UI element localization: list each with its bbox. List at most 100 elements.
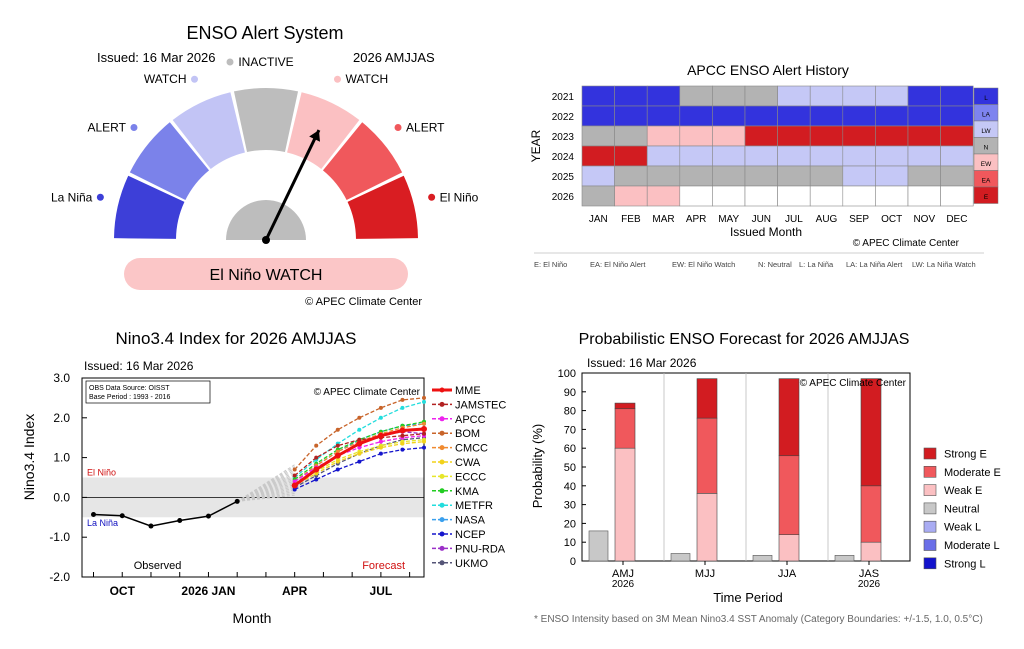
alert-history-chart: APCC ENSO Alert History YEAR 2021 2022 202… xyxy=(529,62,999,269)
plume-legend-label: CMCC xyxy=(455,443,488,455)
history-footnote-item: N: Neutral xyxy=(758,260,792,269)
prob-elnino-bar-segment xyxy=(614,408,636,449)
history-month-label: MAR xyxy=(652,214,674,225)
plume-legend-label: KMA xyxy=(455,486,480,498)
history-xlabel: Issued Month xyxy=(730,225,802,239)
history-cell xyxy=(646,85,681,107)
plume-model-point xyxy=(400,447,405,452)
history-year-label: 2024 xyxy=(552,152,575,163)
prob-ytick: 90 xyxy=(564,387,576,399)
plume-legend-dot xyxy=(439,560,445,566)
prob-period-year: 2026 xyxy=(858,579,881,590)
history-cell xyxy=(712,145,746,167)
plume-model-point xyxy=(378,451,383,456)
gauge-segment-label: El Niño xyxy=(440,190,479,204)
plume-legend-dot xyxy=(439,401,445,407)
gauge-segment-label: WATCH xyxy=(345,72,388,86)
prob-period-label: AMJ xyxy=(612,568,634,580)
gauge-segment xyxy=(347,175,418,239)
gauge-segment xyxy=(322,122,403,200)
history-cell xyxy=(646,185,681,207)
history-cell xyxy=(875,165,909,187)
plume-copyright: © APEC Climate Center xyxy=(314,387,421,398)
plume-legend-label: METFR xyxy=(455,500,493,512)
history-legend-code: N xyxy=(984,145,989,152)
history-cell xyxy=(777,165,811,187)
history-cell xyxy=(842,165,876,187)
plume-model-point xyxy=(378,439,383,444)
plume-source-line: Base Period : 1993 - 2016 xyxy=(89,394,170,401)
plume-ylabel: Nino3.4 Index xyxy=(21,414,37,500)
history-cell xyxy=(614,105,648,127)
gauge-hub xyxy=(226,200,306,240)
history-cell xyxy=(809,105,844,127)
history-cell xyxy=(679,145,713,167)
plume-legend-dot xyxy=(439,459,445,465)
prob-ytick: 40 xyxy=(564,481,576,493)
plume-xlabel: Month xyxy=(233,610,272,626)
prob-legend-swatch xyxy=(923,447,937,460)
history-cell xyxy=(907,185,941,207)
gauge-label-dot xyxy=(394,124,402,132)
history-month-label: JUN xyxy=(752,214,771,225)
history-month-label: JAN xyxy=(589,214,608,225)
plume-ytick: -2.0 xyxy=(49,570,70,584)
history-cell xyxy=(940,125,974,147)
history-year-label: 2021 xyxy=(552,92,575,103)
history-cell xyxy=(875,145,909,167)
gauge-needle xyxy=(264,129,321,241)
prob-elnino-bar-segment xyxy=(778,455,800,535)
plume-model-point xyxy=(399,427,406,434)
plume-model-point xyxy=(291,482,298,489)
plume-model-point xyxy=(378,445,383,450)
plume-observed-point xyxy=(90,512,96,518)
plume-model-point xyxy=(292,487,297,492)
prob-copyright: © APEC Climate Center xyxy=(800,378,907,389)
plume-legend-label: BOM xyxy=(455,428,480,440)
history-cell xyxy=(777,145,811,167)
plume-legend-label: PNU-RDA xyxy=(455,543,506,555)
gauge-label-dot xyxy=(96,193,104,201)
plume-xtick: APR xyxy=(282,584,308,598)
prob-footnote: * ENSO Intensity based on 3M Mean Nino3.… xyxy=(534,614,983,625)
history-cell xyxy=(679,185,713,207)
prob-elnino-bar-segment xyxy=(696,417,718,494)
gauge-label-dot xyxy=(130,124,138,132)
history-cell xyxy=(940,85,974,107)
history-cell xyxy=(614,125,648,147)
prob-neutral-bar xyxy=(670,553,691,562)
gauge-segment-label: ALERT xyxy=(406,121,445,135)
history-footnote-item: LA: La Niña Alert xyxy=(846,260,903,269)
plume-model-point xyxy=(400,397,405,402)
history-cell xyxy=(646,165,681,187)
plume-xtick: OCT xyxy=(110,584,136,598)
history-year-label: 2026 xyxy=(552,192,575,203)
plume-legend-label: ECCC xyxy=(455,471,486,483)
prob-elnino-bar-segment xyxy=(614,402,636,410)
history-legend-code: EA xyxy=(982,178,991,185)
prob-legend-label: Moderate L xyxy=(944,540,1000,552)
history-cell xyxy=(809,125,844,147)
plume-model-point xyxy=(422,395,426,400)
gauge-label-dot xyxy=(191,75,199,83)
plume-ytick: 2.0 xyxy=(53,411,70,425)
plume-legend-dot xyxy=(439,545,445,551)
plume-legend-dot xyxy=(439,502,445,508)
plume-issued: Issued: 16 Mar 2026 xyxy=(84,359,194,373)
history-cell xyxy=(744,165,778,187)
gauge-issued: Issued: 16 Mar 2026 xyxy=(97,50,216,65)
history-legend-code: LW xyxy=(981,128,991,135)
gauge-segment-label: WATCH xyxy=(144,72,187,86)
history-month-label: AUG xyxy=(816,214,838,225)
prob-ylabel: Probability (%) xyxy=(530,424,545,509)
plume-frame xyxy=(81,377,425,578)
plume-model-point xyxy=(292,479,297,484)
plume-model-point xyxy=(357,451,362,456)
history-month-label: FEB xyxy=(621,214,641,225)
plume-model-point xyxy=(335,427,340,432)
history-cell xyxy=(614,145,648,167)
gauge-status: El Niño WATCH xyxy=(210,267,323,284)
plume-elnino-label: El Niño xyxy=(87,468,116,478)
history-cell xyxy=(907,165,941,187)
plume-model-point xyxy=(400,441,405,446)
